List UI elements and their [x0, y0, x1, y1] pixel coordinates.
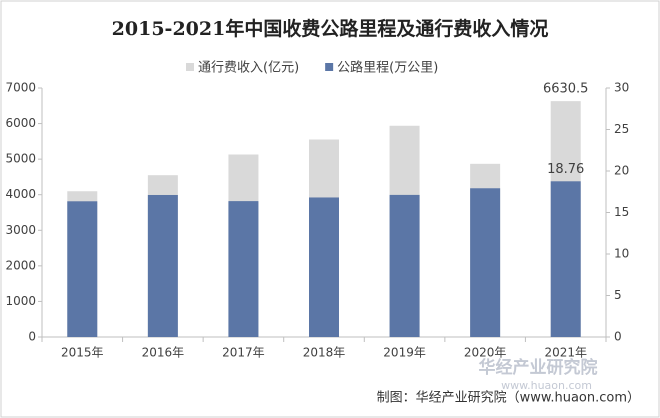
- x-tick-label: 2019年: [383, 346, 426, 360]
- x-tick-label: 2015年: [61, 346, 104, 360]
- bar: [309, 197, 339, 337]
- y-tick-label: 4000: [5, 187, 36, 201]
- bar: [67, 201, 98, 337]
- bar: [228, 201, 259, 337]
- y2-tick-label: 15: [614, 205, 629, 219]
- y2-tick-label: 25: [614, 122, 629, 136]
- legend-swatch: [186, 63, 194, 71]
- legend-label: 公路里程(万公里): [337, 60, 438, 76]
- y-tick-label: 2000: [5, 258, 36, 272]
- legend-label: 通行费收入(亿元): [198, 61, 299, 76]
- chart-title: 2015-2021年中国收费公路里程及通行费收入情况: [112, 17, 549, 40]
- source: 制图：华经产业研究院（www.huaon.com）: [377, 391, 640, 406]
- x-tick-label: 2020年: [464, 346, 507, 360]
- y-tick-label: 0: [28, 330, 36, 344]
- x-tick-label: 2021年: [544, 346, 587, 360]
- y2-tick-label: 10: [614, 247, 629, 261]
- y2-tick-label: 30: [614, 81, 629, 95]
- x-tick-label: 2016年: [142, 346, 185, 360]
- y-tick-label: 7000: [5, 81, 36, 95]
- y2-tick-label: 0: [614, 330, 622, 344]
- bar: [470, 188, 501, 337]
- bar: [147, 194, 178, 337]
- y-tick-label: 6000: [5, 116, 36, 130]
- x-tick-label: 2017年: [222, 346, 265, 360]
- x-tick-label: 2018年: [303, 346, 346, 360]
- watermark-url: www.huaon.com: [501, 379, 592, 392]
- y-tick-label: 5000: [5, 152, 36, 166]
- watermark: 华经产业研究院: [479, 357, 598, 378]
- data-label: 6630.5: [543, 82, 589, 97]
- bar: [550, 181, 581, 337]
- y-tick-label: 1000: [5, 294, 36, 308]
- legend-swatch: [325, 63, 334, 71]
- y2-tick-label: 5: [614, 288, 622, 302]
- y2-tick-label: 20: [614, 164, 629, 178]
- y-tick-label: 3000: [5, 223, 36, 237]
- bar: [389, 194, 420, 337]
- data-label: 18.76: [547, 162, 584, 177]
